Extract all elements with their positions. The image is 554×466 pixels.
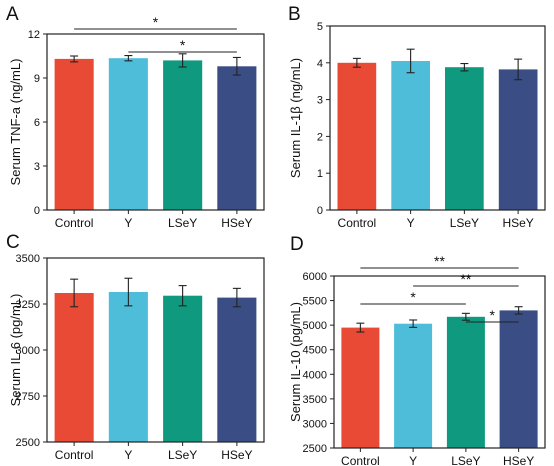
y-tick-label: 2500 — [16, 437, 40, 449]
panel-letter: D — [290, 234, 304, 255]
error-bar-lsey — [461, 312, 470, 321]
bar-hsey — [498, 69, 538, 211]
y-tick-label: 0 — [317, 205, 323, 217]
x-tick-label: Y — [124, 216, 132, 230]
error-bar-hsey — [232, 287, 241, 308]
y-tick-label: 2500 — [303, 443, 327, 455]
y-tick-label: 3000 — [16, 345, 40, 357]
y-tick-label: 6000 — [303, 271, 327, 283]
error-bar-y — [406, 48, 415, 74]
panel-letter: C — [6, 232, 20, 253]
y-axis-title: Serum IL-6 (pg/mL) — [8, 294, 23, 407]
error-bar-lsey — [178, 53, 187, 68]
x-tick-label: LSeY — [450, 216, 479, 230]
error-bar-control — [356, 322, 365, 333]
y-tick-label: 3500 — [303, 394, 327, 406]
bar-lsey — [163, 60, 203, 211]
y-tick-label: 1 — [317, 168, 323, 180]
y-tick-label: 2 — [317, 131, 323, 143]
significance-label: * — [490, 307, 496, 323]
y-tick-label: 5000 — [303, 320, 327, 332]
panel-letter: A — [6, 4, 19, 25]
y-tick-label: 4000 — [303, 369, 327, 381]
x-tick-label: Control — [341, 454, 380, 466]
y-tick-label: 3 — [317, 95, 323, 107]
error-bar-y — [124, 55, 133, 62]
error-bar-hsey — [514, 306, 523, 315]
bar-lsey — [446, 316, 485, 448]
bar-control — [54, 58, 94, 211]
bar-hsey — [217, 66, 257, 210]
x-tick-label: LSeY — [451, 454, 480, 466]
x-tick-label: LSeY — [168, 448, 197, 462]
y-axis-title: Serum IL-1β (ng/mL) — [288, 58, 303, 178]
significance-label: ** — [460, 271, 471, 287]
x-tick-label: Control — [55, 216, 94, 230]
y-tick-label: 0 — [34, 205, 40, 217]
error-bar-control — [70, 55, 79, 63]
y-tick-label: 6 — [34, 117, 40, 129]
error-bar-y — [409, 319, 418, 328]
x-tick-label: Control — [55, 448, 94, 462]
significance-label: * — [410, 289, 416, 305]
error-bar-control — [70, 278, 79, 308]
y-axis-title: Serum TNF-a (ng/mL) — [8, 59, 23, 186]
significance-label: * — [180, 37, 186, 53]
x-tick-label: LSeY — [168, 216, 197, 230]
error-bar-hsey — [514, 58, 523, 81]
x-tick-label: HSeY — [502, 216, 533, 230]
y-tick-label: 3250 — [16, 299, 40, 311]
bar-control — [54, 293, 94, 442]
error-bar-lsey — [460, 62, 469, 72]
x-tick-label: HSeY — [221, 448, 252, 462]
plot-frame — [333, 275, 546, 449]
plot-frame — [329, 25, 546, 211]
y-tick-label: 9 — [34, 73, 40, 85]
x-tick-label: HSeY — [221, 216, 252, 230]
chart-panel-d: D 2500 3000 3500 4000 4500 5000 5500 6000 Control… — [288, 234, 546, 466]
bar-lsey — [445, 67, 484, 210]
x-tick-label: Y — [124, 448, 132, 462]
bar-control — [337, 62, 377, 210]
y-tick-label: 3000 — [303, 418, 327, 430]
error-bar-lsey — [178, 285, 187, 307]
bar-y — [108, 292, 148, 442]
x-tick-label: Control — [338, 216, 377, 230]
panel-letter: B — [288, 4, 301, 25]
bar-y — [391, 61, 430, 210]
x-tick-label: Y — [407, 216, 415, 230]
y-tick-label: 3 — [34, 161, 40, 173]
bar-lsey — [163, 295, 203, 442]
error-bar-hsey — [232, 56, 241, 76]
bar-hsey — [499, 310, 538, 448]
error-bar-y — [124, 277, 133, 307]
x-tick-label: HSeY — [503, 454, 534, 466]
significance-label: ** — [434, 253, 445, 269]
chart-panel-c: C 2500 2750 3000 3250 3500 Control Y LSeY HSeY Ser… — [6, 232, 265, 462]
chart-panel-b: B 0 1 2 3 4 5 Control Y LSeY HSeY Serum IL-1β (ng/m… — [288, 4, 546, 230]
bar-control — [341, 327, 380, 448]
y-axis-title: Serum IL-10 (pg/mL) — [288, 302, 303, 422]
y-tick-label: 3500 — [16, 253, 40, 265]
error-bar-control — [352, 57, 361, 68]
bar-hsey — [217, 297, 257, 442]
y-tick-label: 5500 — [303, 296, 327, 308]
y-tick-label: 2750 — [16, 391, 40, 403]
chart-panel-a: A 0 3 6 9 12 Control Y LSeY HSeY Serum TNF-a (ng/m… — [6, 4, 265, 230]
bar-y — [394, 323, 433, 448]
y-tick-label: 4 — [317, 58, 323, 70]
y-tick-label: 12 — [28, 29, 40, 41]
bar-y — [108, 58, 148, 211]
x-tick-label: Y — [409, 454, 417, 466]
y-tick-label: 4500 — [303, 345, 327, 357]
y-tick-label: 5 — [317, 21, 323, 33]
significance-label: * — [153, 14, 159, 30]
